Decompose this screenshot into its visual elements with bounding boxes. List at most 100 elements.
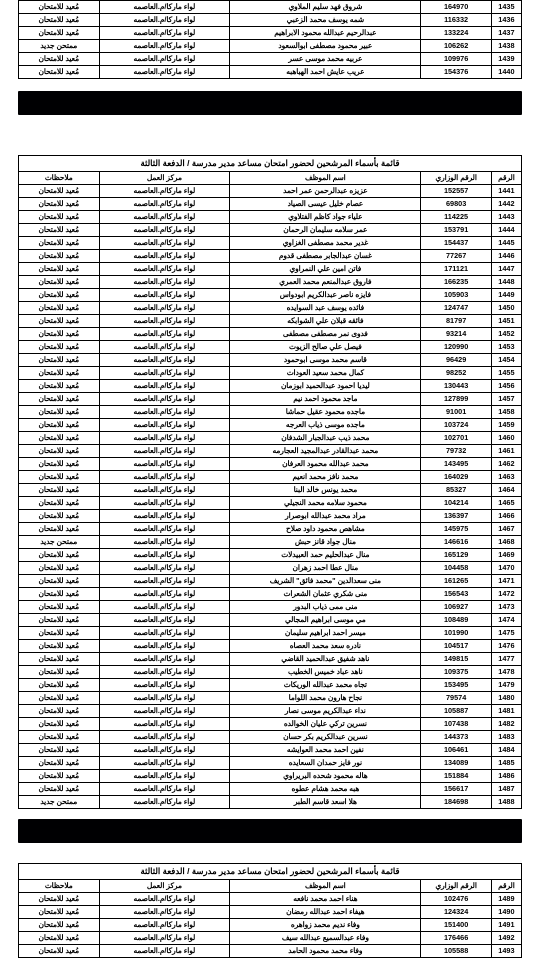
cell-name: هاله محمود شحده البريراوي <box>230 770 421 783</box>
cell-num: 93214 <box>421 328 491 341</box>
cell-note: مُعيد للامتحان <box>19 679 100 692</box>
cell-note: مُعيد للامتحان <box>19 445 100 458</box>
cell-note: مُعيد للامتحان <box>19 302 100 315</box>
table-row: 1485134089نور فايز حمدان السعايدهلواء ما… <box>19 757 522 770</box>
cell-loc: لواء ماركا/م.العاصمه <box>99 945 230 958</box>
cell-note: مُعيد للامتحان <box>19 250 100 263</box>
cell-num: 109976 <box>421 53 491 66</box>
cell-num: 134089 <box>421 757 491 770</box>
cell-seq: 1451 <box>491 315 521 328</box>
cell-name: محمد نافز محمد انعيم <box>230 471 421 484</box>
cell-seq: 1468 <box>491 536 521 549</box>
cell-note: مُعيد للامتحان <box>19 718 100 731</box>
cell-seq: 1464 <box>491 484 521 497</box>
cell-name: محمد يونس خالد البنا <box>230 484 421 497</box>
cell-note: مُعيد للامتحان <box>19 53 100 66</box>
col-name: اسم الموظف <box>230 172 421 185</box>
table-row: 1448166235فاروق عبدالمنعم محمد العمريلوا… <box>19 276 522 289</box>
cell-num: 69803 <box>421 198 491 211</box>
cell-name: ماجده موسى ذياب العرجه <box>230 419 421 432</box>
table-row: 1467145975مشاهص محمود داود صلاحلواء مارك… <box>19 523 522 536</box>
table-row: 1456130443ليديا احمود عبدالحميد ابوزمانل… <box>19 380 522 393</box>
cell-seq: 1490 <box>491 906 521 919</box>
candidates-table-bottom: الرقم الرقم الوزاري اسم الموظف مركز العم… <box>18 879 522 958</box>
cell-note: مُعيد للامتحان <box>19 341 100 354</box>
cell-seq: 1473 <box>491 601 521 614</box>
cell-name: هبه محمد هشام عطوه <box>230 783 421 796</box>
table-row: 1438106262عبير محمود مصطفى ابوالسعودلواء… <box>19 40 522 53</box>
cell-loc: لواء ماركا/م.العاصمه <box>99 458 230 471</box>
cell-num: 154437 <box>421 237 491 250</box>
cell-seq: 1461 <box>491 445 521 458</box>
candidates-table-main: الرقم الرقم الوزاري اسم الموظف مركز العم… <box>18 171 522 809</box>
cell-loc: لواء ماركا/م.العاصمه <box>99 919 230 932</box>
cell-note: مُعيد للامتحان <box>19 367 100 380</box>
table-row: 1487156617هبه محمد هشام عطوهلواء ماركا/م… <box>19 783 522 796</box>
cell-seq: 1462 <box>491 458 521 471</box>
cell-name: عريب عايش احمد الهباهبه <box>230 66 421 79</box>
cell-loc: لواء ماركا/م.العاصمه <box>99 315 230 328</box>
cell-name: محمد عبدالله محمود العرفان <box>230 458 421 471</box>
cell-loc: لواء ماركا/م.العاصمه <box>99 432 230 445</box>
cell-name: مشاهص محمود داود صلاح <box>230 523 421 536</box>
cell-num: 120990 <box>421 341 491 354</box>
cell-loc: لواء ماركا/م.العاصمه <box>99 1 230 14</box>
cell-name: ماجده محمود عقيل حماشا <box>230 406 421 419</box>
table-row: 1463164029محمد نافز محمد انعيملواء ماركا… <box>19 471 522 484</box>
cell-loc: لواء ماركا/م.العاصمه <box>99 562 230 575</box>
cell-loc: لواء ماركا/م.العاصمه <box>99 705 230 718</box>
cell-name: ناهد عباد خميس الخطيب <box>230 666 421 679</box>
cell-num: 106262 <box>421 40 491 53</box>
cell-loc: لواء ماركا/م.العاصمه <box>99 263 230 276</box>
cell-seq: 1470 <box>491 562 521 575</box>
cell-name: منال جواد قانز حبش <box>230 536 421 549</box>
table-row: 1481105887نداء عبدالكريم موسى نصارلواء م… <box>19 705 522 718</box>
cell-seq: 1460 <box>491 432 521 445</box>
cell-seq: 1467 <box>491 523 521 536</box>
cell-loc: لواء ماركا/م.العاصمه <box>99 250 230 263</box>
cell-note: مُعيد للامتحان <box>19 666 100 679</box>
cell-name: قاسم محمد موسى ابوحمود <box>230 354 421 367</box>
cell-seq: 1487 <box>491 783 521 796</box>
cell-seq: 1436 <box>491 14 521 27</box>
cell-seq: 1440 <box>491 66 521 79</box>
cell-seq: 1443 <box>491 211 521 224</box>
cell-seq: 1455 <box>491 367 521 380</box>
cell-num: 127899 <box>421 393 491 406</box>
col-num: الرقم الوزاري <box>421 172 491 185</box>
cell-note: مُعيد للامتحان <box>19 523 100 536</box>
page-divider-bar <box>18 91 522 115</box>
cell-name: نداء عبدالكريم موسى نصار <box>230 705 421 718</box>
cell-name: محمد ذيب عبدالجبار الشدفان <box>230 432 421 445</box>
table-row: 1483144373نسرين عبدالكريم بكر حسانلواء م… <box>19 731 522 744</box>
cell-loc: لواء ماركا/م.العاصمه <box>99 575 230 588</box>
cell-seq: 1472 <box>491 588 521 601</box>
cell-loc: لواء ماركا/م.العاصمه <box>99 53 230 66</box>
table-row: 145181797فائقه قبلان علي الشوابكهلواء ما… <box>19 315 522 328</box>
cell-seq: 1466 <box>491 510 521 523</box>
cell-seq: 1458 <box>491 406 521 419</box>
cell-seq: 1454 <box>491 354 521 367</box>
cell-name: هناء احمد محمد نافعه <box>230 893 421 906</box>
cell-name: منال عطا احمد زهران <box>230 562 421 575</box>
cell-num: 116332 <box>421 14 491 27</box>
table-row: 1459103724ماجده موسى ذياب العرجهلواء مار… <box>19 419 522 432</box>
cell-note: مُعيد للامتحان <box>19 484 100 497</box>
cell-name: نسرين تركي عليان الخوالده <box>230 718 421 731</box>
cell-seq: 1459 <box>491 419 521 432</box>
cell-loc: لواء ماركا/م.العاصمه <box>99 380 230 393</box>
cell-seq: 1479 <box>491 679 521 692</box>
cell-name: محمود سلامه محمد النجيلي <box>230 497 421 510</box>
col-loc: مركز العمل <box>99 172 230 185</box>
table-row: 1484106461نفين احمد محمد العوايشهلواء ما… <box>19 744 522 757</box>
cell-loc: لواء ماركا/م.العاصمه <box>99 27 230 40</box>
table-row: 1468146616منال جواد قانز حبشلواء ماركا/م… <box>19 536 522 549</box>
cell-num: 151400 <box>421 919 491 932</box>
cell-loc: لواء ماركا/م.العاصمه <box>99 40 230 53</box>
col-name: اسم الموظف <box>230 880 421 893</box>
cell-note: مُعيد للامتحان <box>19 393 100 406</box>
cell-seq: 1457 <box>491 393 521 406</box>
cell-note: مُعيد للامتحان <box>19 945 100 958</box>
cell-seq: 1442 <box>491 198 521 211</box>
cell-name: منى ممى ذياب البدور <box>230 601 421 614</box>
